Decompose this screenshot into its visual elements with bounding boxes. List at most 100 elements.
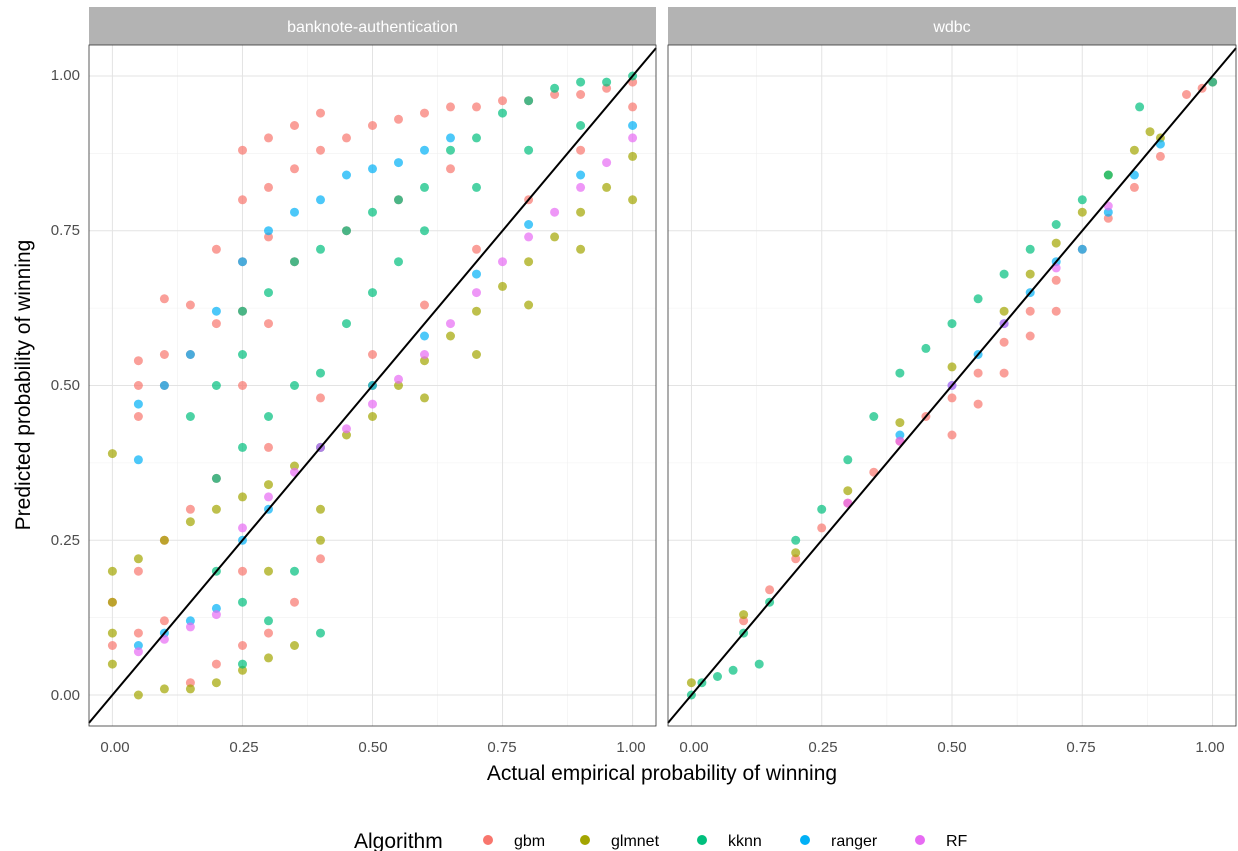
legend: Algorithm gbm glmnet kknn ranger RF [354,830,968,851]
data-point-kknn [394,257,403,267]
data-point-glmnet [446,331,455,341]
data-point-gbm [238,381,247,390]
data-point-ranger [290,207,299,217]
data-point-gbm [264,628,273,638]
data-point-glmnet [576,207,586,217]
data-point-gbm [133,356,143,366]
data-point-gbm [420,300,429,310]
data-point-ranger [238,257,247,267]
panel-banknote-authentication: banknote-authentication [88,7,657,727]
data-point-kknn [368,288,377,298]
y-tick-label: 0.75 [51,222,80,239]
data-point-rf [238,523,247,533]
data-point-gbm [133,381,143,390]
panel-title: banknote-authentication [287,19,458,36]
data-point-gbm [185,504,195,514]
x-tick-label: 0.25 [808,739,837,756]
data-point-kknn [1103,170,1113,180]
data-point-kknn [290,566,299,576]
data-point-kknn [368,207,377,217]
data-point-glmnet [1145,127,1155,137]
data-point-gbm [628,102,638,112]
data-point-kknn [211,473,221,483]
data-point-glmnet [791,548,801,558]
data-point-glmnet [290,641,299,650]
data-point-kknn [316,244,325,254]
data-point-rf [602,158,612,168]
data-point-gbm [185,300,195,310]
data-point-ranger [133,455,143,465]
data-point-kknn [602,77,612,87]
data-point-glmnet [394,381,403,390]
data-point-kknn [524,96,534,106]
data-point-gbm [238,145,247,155]
data-point-gbm [342,133,351,143]
data-point-ranger [895,430,905,440]
data-point-rf [133,647,143,657]
legend-key-gbm [483,835,493,845]
panel-strip [668,7,1236,45]
data-point-gbm [159,616,169,626]
data-point-glmnet [524,257,534,267]
data-point-gbm [739,616,749,626]
data-point-glmnet [1025,269,1035,279]
data-point-kknn [238,659,247,669]
data-point-kknn [498,108,507,118]
data-point-gbm [290,121,299,130]
data-point-glmnet [107,597,117,607]
data-point-kknn [843,455,853,465]
data-point-rf [576,182,586,192]
data-point-gbm [947,393,957,403]
data-point-kknn [1051,220,1061,229]
data-point-glmnet [739,610,749,620]
data-point-kknn [238,442,247,452]
x-tick-label: 0.75 [487,739,516,756]
data-point-ranger [420,331,429,341]
data-point-glmnet [238,492,247,502]
data-point-glmnet [211,504,221,514]
x-tick-label: 0.75 [1066,739,1095,756]
legend-label-rf: RF [946,833,968,850]
panel-border [667,44,1237,727]
data-point-gbm [999,337,1009,347]
x-tick-label: 0.50 [937,739,966,756]
data-point-ranger [211,603,221,613]
data-point-glmnet [524,300,534,310]
data-point-kknn [394,195,403,205]
data-point-rf [420,350,429,359]
data-point-gbm [211,319,221,329]
data-point-gbm [211,244,221,254]
data-point-rf [185,622,195,632]
y-tick-label: 1.00 [51,67,80,84]
data-point-ranger [472,269,481,279]
panel-wdbc: wdbc [667,7,1237,727]
legend-key-ranger [800,835,810,845]
data-point-gbm [472,244,481,254]
data-point-rf [211,610,221,620]
data-point-kknn [446,145,455,155]
data-point-kknn [869,412,879,421]
data-point-kknn [264,616,273,626]
data-point-gbm [264,442,273,452]
data-point-gbm [290,597,299,607]
data-point-ranger [576,170,586,180]
data-point-glmnet [316,535,325,545]
x-axis-title: Actual empirical probability of winning [487,762,837,785]
data-point-glmnet [185,517,195,527]
data-point-gbm [316,108,325,118]
data-point-glmnet [107,566,117,576]
data-point-kknn [472,182,481,192]
panel-grid [89,45,656,726]
data-point-ranger [133,399,143,409]
data-point-kknn [264,288,273,298]
data-point-rf [498,257,507,267]
data-point-rf [628,133,638,143]
data-point-gbm [133,566,143,576]
data-point-gbm [159,350,169,359]
data-point-kknn [342,319,351,329]
data-point-glmnet [576,244,586,254]
data-point-glmnet [211,678,221,688]
data-point-kknn [316,628,325,638]
